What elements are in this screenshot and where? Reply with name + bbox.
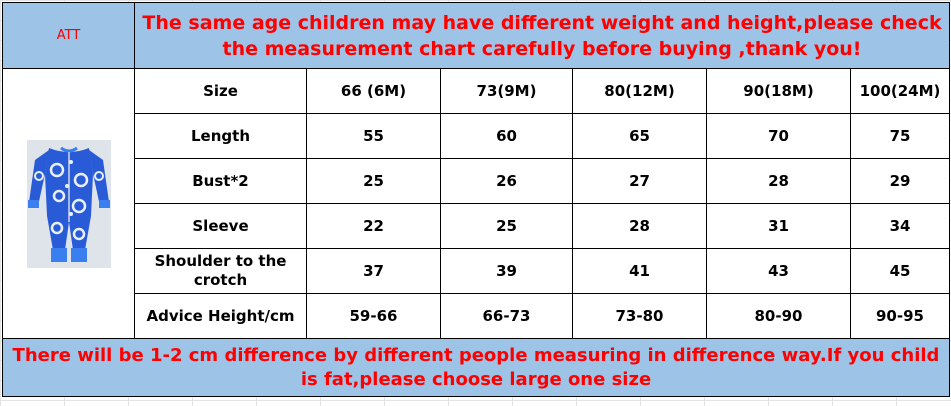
table-row-sleeve: Sleeve 22 25 28 31 34 bbox=[3, 203, 950, 249]
table-cell: 59-66 bbox=[306, 293, 441, 339]
table-cell: 73-80 bbox=[572, 293, 707, 339]
table-cell: 29 bbox=[850, 158, 950, 204]
table-cell: 26 bbox=[440, 158, 573, 204]
table-cell: 34 bbox=[850, 203, 950, 249]
table-cell: 60 bbox=[440, 113, 573, 159]
col-header-12m: 80(12M) bbox=[572, 68, 707, 114]
col-header-18m: 90(18M) bbox=[706, 68, 851, 114]
table-cell: 80-90 bbox=[706, 293, 851, 339]
table-cell: 39 bbox=[440, 248, 573, 294]
table-cell: 25 bbox=[306, 158, 441, 204]
table-cell: 66-73 bbox=[440, 293, 573, 339]
table-cell: 55 bbox=[306, 113, 441, 159]
row-label: Shoulder to the crotch bbox=[134, 248, 307, 294]
row-label: Advice Height/cm bbox=[134, 293, 307, 339]
table-cell: 90-95 bbox=[850, 293, 950, 339]
table-cell: 70 bbox=[706, 113, 851, 159]
table-cell: 28 bbox=[572, 203, 707, 249]
row-label: Sleeve bbox=[134, 203, 307, 249]
table-cell: 75 bbox=[850, 113, 950, 159]
row-label: Bust*2 bbox=[134, 158, 307, 204]
product-photo-cell bbox=[2, 68, 135, 339]
size-chart-table: ATT The same age children may have diffe… bbox=[2, 2, 950, 397]
table-cell: 45 bbox=[850, 248, 950, 294]
col-header-6m: 66 (6M) bbox=[306, 68, 441, 114]
row-label: Length bbox=[134, 113, 307, 159]
table-cell: 41 bbox=[572, 248, 707, 294]
table-row-bust: Bust*2 25 26 27 28 29 bbox=[3, 158, 950, 204]
blue-floral-zip-romper-photo bbox=[26, 139, 111, 268]
col-header-24m: 100(24M) bbox=[850, 68, 950, 114]
table-row-advice-height: Advice Height/cm 59-66 66-73 73-80 80-90… bbox=[3, 293, 950, 339]
table-cell: 31 bbox=[706, 203, 851, 249]
top-notice: The same age children may have different… bbox=[134, 2, 950, 69]
table-cell: 65 bbox=[572, 113, 707, 159]
table-cell: 25 bbox=[440, 203, 573, 249]
table-cell: 22 bbox=[306, 203, 441, 249]
table-cell: 27 bbox=[572, 158, 707, 204]
table-cell: 43 bbox=[706, 248, 851, 294]
table-row-shoulder-crotch: Shoulder to the crotch 37 39 41 43 45 bbox=[3, 248, 950, 294]
col-header-size: Size bbox=[134, 68, 307, 114]
col-header-9m: 73(9M) bbox=[440, 68, 573, 114]
table-cell: 28 bbox=[706, 158, 851, 204]
table-row-length: Length 55 60 65 70 75 bbox=[3, 113, 950, 159]
bottom-notice: There will be 1-2 cm difference by diffe… bbox=[2, 338, 950, 397]
table-cell: 37 bbox=[306, 248, 441, 294]
att-tag: ATT bbox=[2, 2, 135, 69]
